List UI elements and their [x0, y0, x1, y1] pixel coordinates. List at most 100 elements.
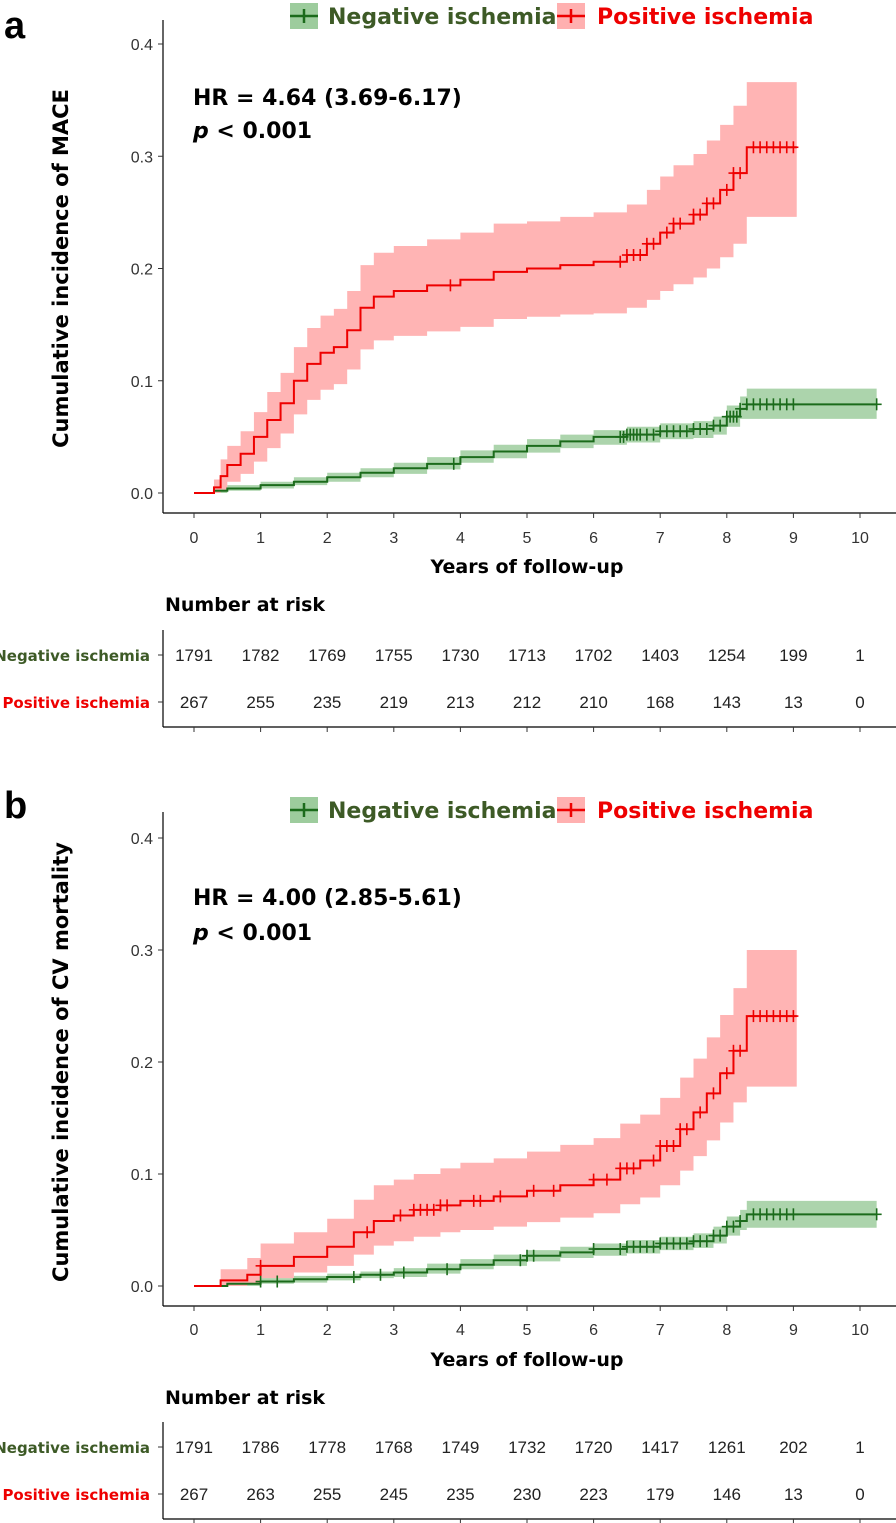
x-tick-label: 2 [323, 1322, 332, 1339]
ci-band-positive [194, 82, 797, 493]
censor-marks-positive [255, 1010, 799, 1272]
y-axis-label: Cumulative incidence of MACE [49, 89, 73, 448]
risk-row-label: Negative ischemia [0, 1439, 150, 1457]
risk-count: 267 [180, 693, 208, 712]
risk-count: 143 [713, 693, 741, 712]
risk-count: 1417 [641, 1438, 679, 1457]
y-tick-label: 0.4 [131, 37, 153, 54]
risk-count: 263 [246, 1485, 274, 1504]
risk-count: 1 [855, 646, 864, 665]
x-axis-label: Years of follow-up [430, 556, 624, 578]
p-value-text: < 0.001 [209, 119, 312, 144]
risk-count: 13 [784, 693, 803, 712]
x-tick-label: 2 [323, 530, 332, 547]
axes: 0.0 0.1 0.2 0.3 0.4 0 1 2 3 4 5 6 7 8 9 10 [131, 20, 896, 547]
x-tick-label: 8 [722, 530, 731, 547]
risk-count: 1778 [308, 1438, 346, 1457]
risk-count: 1791 [175, 646, 213, 665]
risk-row-label: Negative ischemia [0, 647, 150, 665]
number-at-risk-title: Number at risk [165, 1387, 325, 1409]
number-at-risk-table: Number at risk Negative ischemia 1791 1786 1… [0, 1387, 896, 1523]
risk-count: 267 [180, 1485, 208, 1504]
legend: Negative ischemia Positive ischemia [290, 797, 813, 824]
risk-row-negative: Negative ischemia 1791 1782 1769 1755 1730 171… [0, 646, 865, 665]
x-tick-label: 10 [851, 1322, 869, 1339]
x-axis-label: Years of follow-up [430, 1349, 624, 1371]
y-tick-label: 0.0 [131, 486, 153, 503]
risk-count: 219 [380, 693, 408, 712]
risk-count: 1254 [708, 646, 746, 665]
y-tick-label: 0.0 [131, 1279, 153, 1296]
risk-count: 1732 [508, 1438, 546, 1457]
risk-count: 13 [784, 1485, 803, 1504]
y-axis-label: Cumulative incidence of CV mortality [49, 842, 73, 1282]
y-tick-label: 0.2 [131, 262, 153, 279]
risk-count: 1730 [441, 646, 479, 665]
risk-count: 230 [513, 1485, 541, 1504]
x-tick-label: 9 [789, 530, 798, 547]
x-tick-label: 3 [389, 1322, 398, 1339]
ci-band-negative [194, 1200, 877, 1286]
risk-row-negative: Negative ischemia 1791 1786 1778 1768 1749 173… [0, 1438, 865, 1457]
legend-label: Positive ischemia [597, 799, 813, 824]
x-tick-label: 6 [589, 530, 598, 547]
x-tick-label: 5 [523, 1322, 532, 1339]
legend-item-negative: Negative ischemia [290, 3, 556, 30]
hazard-ratio: HR = 4.00 (2.85-5.61) [193, 886, 462, 911]
y-tick-label: 0.3 [131, 943, 153, 960]
number-at-risk-title: Number at risk [165, 594, 325, 616]
risk-count: 0 [855, 1485, 864, 1504]
risk-count: 212 [513, 693, 541, 712]
risk-count: 1713 [508, 646, 546, 665]
legend-label: Negative ischemia [328, 5, 556, 30]
risk-count: 1791 [175, 1438, 213, 1457]
x-tick-label: 7 [656, 1322, 665, 1339]
risk-count: 255 [313, 1485, 341, 1504]
risk-count: 202 [779, 1438, 807, 1457]
legend-label: Positive ischemia [597, 5, 813, 30]
panel-letter: b [4, 785, 27, 827]
p-value: p < 0.001 [192, 921, 312, 946]
x-tick-label: 7 [656, 530, 665, 547]
risk-count: 0 [855, 693, 864, 712]
risk-count: 1261 [708, 1438, 746, 1457]
legend: Negative ischemia Positive ischemia [290, 3, 813, 30]
p-value: p < 0.001 [192, 119, 312, 144]
x-tick-label: 3 [389, 530, 398, 547]
y-tick-label: 0.3 [131, 149, 153, 166]
risk-count: 1786 [242, 1438, 280, 1457]
x-tick-label: 4 [456, 1322, 465, 1339]
x-tick-label: 1 [256, 530, 265, 547]
ci-band-positive [194, 950, 797, 1286]
risk-count: 223 [579, 1485, 607, 1504]
x-tick-label: 6 [589, 1322, 598, 1339]
y-tick-label: 0.1 [131, 374, 153, 391]
x-tick-label: 5 [523, 530, 532, 547]
risk-row-label: Positive ischemia [2, 694, 150, 712]
risk-count: 213 [446, 693, 474, 712]
censor-marks-negative [448, 398, 882, 470]
risk-count: 1769 [308, 646, 346, 665]
censor-marks-positive [445, 141, 799, 292]
p-symbol: p [192, 119, 209, 144]
p-symbol: p [192, 921, 209, 946]
panel-letter: a [4, 5, 26, 47]
censor-marks-negative [255, 1208, 882, 1288]
risk-count: 235 [446, 1485, 474, 1504]
legend-label: Negative ischemia [328, 799, 556, 824]
risk-count: 245 [380, 1485, 408, 1504]
risk-count: 1720 [575, 1438, 613, 1457]
risk-count: 235 [313, 693, 341, 712]
risk-count: 210 [579, 693, 607, 712]
risk-row-positive: Positive ischemia 267 263 255 245 235 230 223 17… [2, 1485, 864, 1504]
risk-row-positive: Positive ischemia 267 255 235 219 213 212 210 16… [2, 693, 864, 712]
risk-count: 1768 [375, 1438, 413, 1457]
risk-count: 1782 [242, 646, 280, 665]
hazard-ratio: HR = 4.64 (3.69-6.17) [193, 86, 462, 111]
risk-count: 1702 [575, 646, 613, 665]
x-tick-label: 0 [190, 1322, 199, 1339]
risk-count: 1755 [375, 646, 413, 665]
axes: 0.0 0.1 0.2 0.3 0.4 0 1 2 3 4 5 6 7 8 9 10 [131, 812, 896, 1339]
x-tick-label: 0 [190, 530, 199, 547]
